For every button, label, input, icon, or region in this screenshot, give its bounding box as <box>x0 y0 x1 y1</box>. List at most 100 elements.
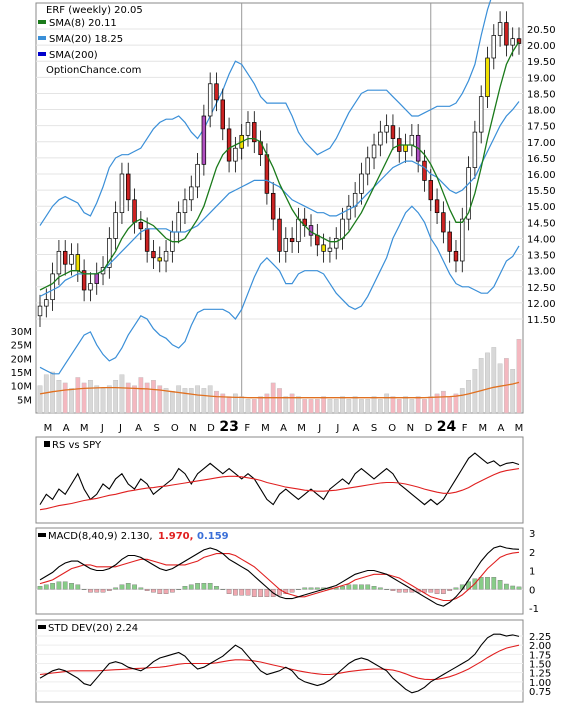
candle-body <box>453 250 459 262</box>
macd-histogram-bar <box>497 580 503 590</box>
macd-histogram-bar <box>258 589 263 597</box>
candle-body <box>378 131 383 146</box>
x-tick-label: M <box>44 423 53 434</box>
volume-tick-label: 25M <box>11 341 32 352</box>
volume-bar <box>516 339 522 414</box>
candle-body <box>510 38 515 46</box>
sma20-line <box>39 101 520 297</box>
candle-body <box>270 192 276 220</box>
price-tick-label: 14.00 <box>527 234 556 245</box>
macd-histogram-bar <box>346 584 352 590</box>
volume-bar <box>88 380 93 414</box>
bollinger-bands <box>39 0 520 375</box>
macd-tick-label: 3 <box>529 529 535 540</box>
volume-bar <box>81 382 87 414</box>
candle-body <box>50 273 55 301</box>
candle-body <box>62 250 68 265</box>
macd-histogram-bar <box>422 589 427 593</box>
macd-histogram-bar <box>365 584 371 590</box>
macd-line <box>39 545 520 607</box>
volume-bar <box>195 385 200 414</box>
candle-body <box>447 231 452 252</box>
candle-body <box>365 157 370 175</box>
volume-bar <box>314 399 320 414</box>
candle-body <box>144 228 150 252</box>
volume-bar <box>277 388 282 414</box>
volume-bars <box>37 339 522 414</box>
std-swatch <box>38 625 46 629</box>
legend-sma8: SMA(8) 20.11 <box>49 18 117 29</box>
volume-bar <box>100 388 106 414</box>
macd-histogram-bar <box>43 584 49 590</box>
volume-bar <box>447 396 453 414</box>
x-tick-label: J <box>335 423 339 434</box>
macd-histogram-bar <box>176 589 182 590</box>
macd-histogram-bar <box>169 589 175 593</box>
macd-histogram-bar <box>69 583 74 590</box>
volume-bar <box>233 393 238 414</box>
price-tick-label: 20.00 <box>527 41 556 52</box>
macd-histogram-bar <box>37 586 43 590</box>
volume-bar <box>390 396 396 414</box>
x-tick-label: O <box>388 423 396 434</box>
macd-histogram-bar <box>491 577 497 590</box>
candle-body <box>201 115 207 165</box>
x-tick-label: O <box>171 423 179 434</box>
volume-tick-label: 10M <box>11 382 32 393</box>
volume-bar <box>485 352 490 414</box>
volume-bar <box>207 385 213 414</box>
volume-bar <box>289 393 295 414</box>
sma20-swatch <box>38 36 46 40</box>
macd-histogram-bar <box>478 577 484 590</box>
macd-histogram-bar <box>434 589 440 594</box>
x-tick-label: M <box>80 423 89 434</box>
x-tick-label: J <box>118 423 122 434</box>
macd-histogram-bar <box>226 589 232 594</box>
price-tick-label: 19.50 <box>527 57 556 68</box>
macd-signal-value: 1.970, <box>158 531 193 542</box>
volume-bar <box>491 347 497 414</box>
volume-bar <box>239 396 245 414</box>
price-tick-label: 20.50 <box>527 25 556 36</box>
std-ma-line <box>39 644 520 681</box>
macd-histogram-bar <box>113 587 119 590</box>
x-tick-label: 24 <box>437 419 457 435</box>
candle-body <box>371 144 377 159</box>
x-tick-label: S <box>371 423 377 434</box>
volume-bar <box>428 396 434 414</box>
macd-histogram-bar <box>371 586 377 590</box>
sma8-line <box>39 41 520 291</box>
price-tick-label: 16.50 <box>527 154 556 165</box>
volume-bar <box>384 393 390 414</box>
volume-average-line <box>39 381 520 399</box>
macd-label: MACD(8,40,9) 2.130, <box>48 531 153 542</box>
macd-histogram-bar <box>390 589 396 591</box>
price-tick-label: 18.00 <box>527 106 556 117</box>
price-tick-label: 18.50 <box>527 89 556 100</box>
macd-histogram-bar <box>510 585 516 590</box>
macd-histogram-bar <box>302 587 308 590</box>
volume-bar <box>75 377 81 414</box>
macd-signal-line <box>39 551 520 602</box>
macd-histogram-bar <box>447 589 453 591</box>
macd-histogram-bar <box>308 587 314 590</box>
macd-histogram-bar <box>201 583 207 590</box>
macd-histogram-bar <box>163 589 169 594</box>
macd-histogram-bar <box>314 587 320 590</box>
candle-body <box>81 270 87 291</box>
price-panel: 20.50 20.00 19.50 19.00 18.50 18.00 17.50 17.00… <box>11 0 556 702</box>
candle-body <box>119 173 125 214</box>
rs-lines <box>39 452 520 511</box>
x-tick-label: N <box>189 423 196 434</box>
volume-bar <box>422 399 427 414</box>
volume-bar <box>283 396 289 414</box>
volume-bar <box>113 380 119 414</box>
candle-body <box>176 212 181 233</box>
macd-histogram-bar <box>340 586 345 590</box>
volume-bar <box>157 385 163 414</box>
x-tick-label: M <box>261 423 270 434</box>
price-tick-label: 13.00 <box>527 267 556 278</box>
price-tick-label: 11.50 <box>527 315 556 326</box>
candle-body <box>289 238 295 243</box>
